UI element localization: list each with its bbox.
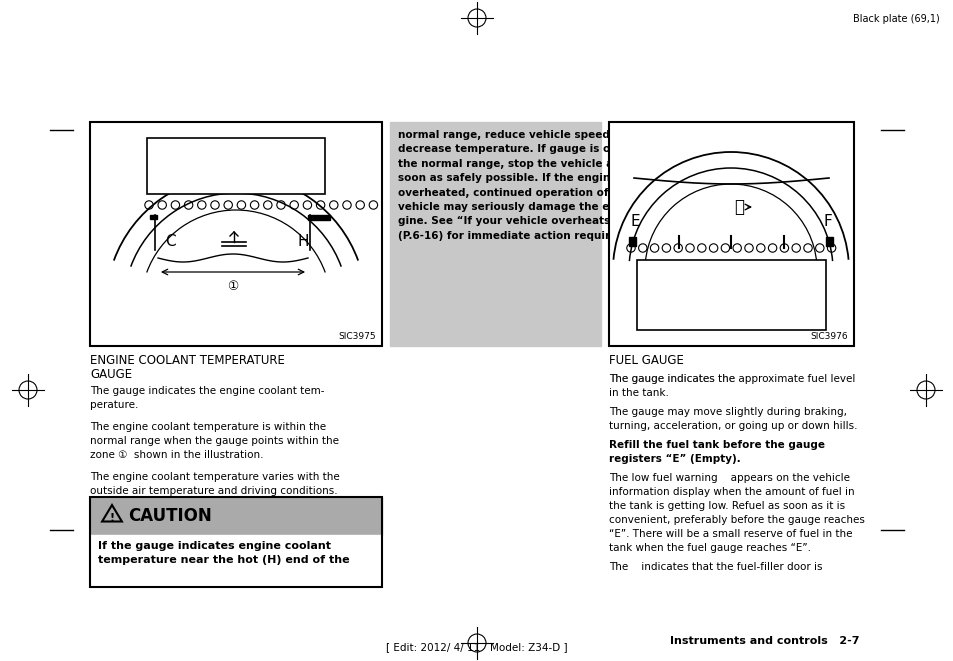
Text: The engine coolant temperature varies with the
outside air temperature and drivi: The engine coolant temperature varies wi… <box>90 473 339 496</box>
Text: The    indicates that the fuel-filler door is: The indicates that the fuel-filler door … <box>608 562 821 572</box>
Bar <box>308 215 330 220</box>
Text: The gauge indicates the approximate fuel level
in the tank.: The gauge indicates the approximate fuel… <box>608 374 855 398</box>
Text: CAUTION: CAUTION <box>129 507 212 525</box>
Text: !: ! <box>110 513 114 523</box>
Bar <box>608 122 853 346</box>
Text: SIC3975: SIC3975 <box>338 332 375 341</box>
Text: ①: ① <box>227 280 238 293</box>
Bar <box>90 497 381 535</box>
Text: Refill the fuel tank before the gauge
registers “E” (Empty).: Refill the fuel tank before the gauge re… <box>608 440 824 464</box>
Bar <box>147 138 325 194</box>
Bar <box>390 122 600 346</box>
Text: GAUGE: GAUGE <box>90 368 132 381</box>
Text: The gauge indicates the engine coolant tem-
perature.: The gauge indicates the engine coolant t… <box>90 386 324 410</box>
Text: The gauge indicates the: The gauge indicates the <box>608 374 738 384</box>
Text: F: F <box>822 215 832 229</box>
Bar <box>825 237 832 246</box>
Bar <box>90 535 381 587</box>
Text: E: E <box>630 215 639 229</box>
Bar <box>628 237 636 246</box>
Text: The engine coolant temperature is within the
normal range when the gauge points : The engine coolant temperature is within… <box>90 422 338 460</box>
Text: SIC3976: SIC3976 <box>809 332 847 341</box>
Bar <box>637 260 825 330</box>
Text: ENGINE COOLANT TEMPERATURE: ENGINE COOLANT TEMPERATURE <box>90 354 285 367</box>
Text: C: C <box>165 235 175 249</box>
Text: ⛽: ⛽ <box>733 198 743 216</box>
Text: The gauge indicates the: The gauge indicates the <box>608 374 738 384</box>
Bar <box>90 122 381 346</box>
Bar <box>90 497 381 587</box>
Text: Instruments and controls   2-7: Instruments and controls 2-7 <box>670 636 859 646</box>
Text: If the gauge indicates engine coolant: If the gauge indicates engine coolant <box>98 541 331 551</box>
Text: Black plate (69,1): Black plate (69,1) <box>852 14 939 24</box>
Text: The gauge may move slightly during braking,
turning, acceleration, or going up o: The gauge may move slightly during braki… <box>608 407 857 431</box>
Bar <box>150 215 157 219</box>
Text: The low fuel warning    appears on the vehicle
information display when the amou: The low fuel warning appears on the vehi… <box>608 473 864 553</box>
Text: temperature near the hot (H) end of the: temperature near the hot (H) end of the <box>98 555 349 565</box>
Text: normal range, reduce vehicle speed to
decrease temperature. If gauge is over
the: normal range, reduce vehicle speed to de… <box>397 130 631 241</box>
Text: [ Edit: 2012/ 4/ 11   Model: Z34-D ]: [ Edit: 2012/ 4/ 11 Model: Z34-D ] <box>386 642 567 652</box>
Text: FUEL GAUGE: FUEL GAUGE <box>608 354 683 367</box>
Text: H: H <box>297 235 309 249</box>
